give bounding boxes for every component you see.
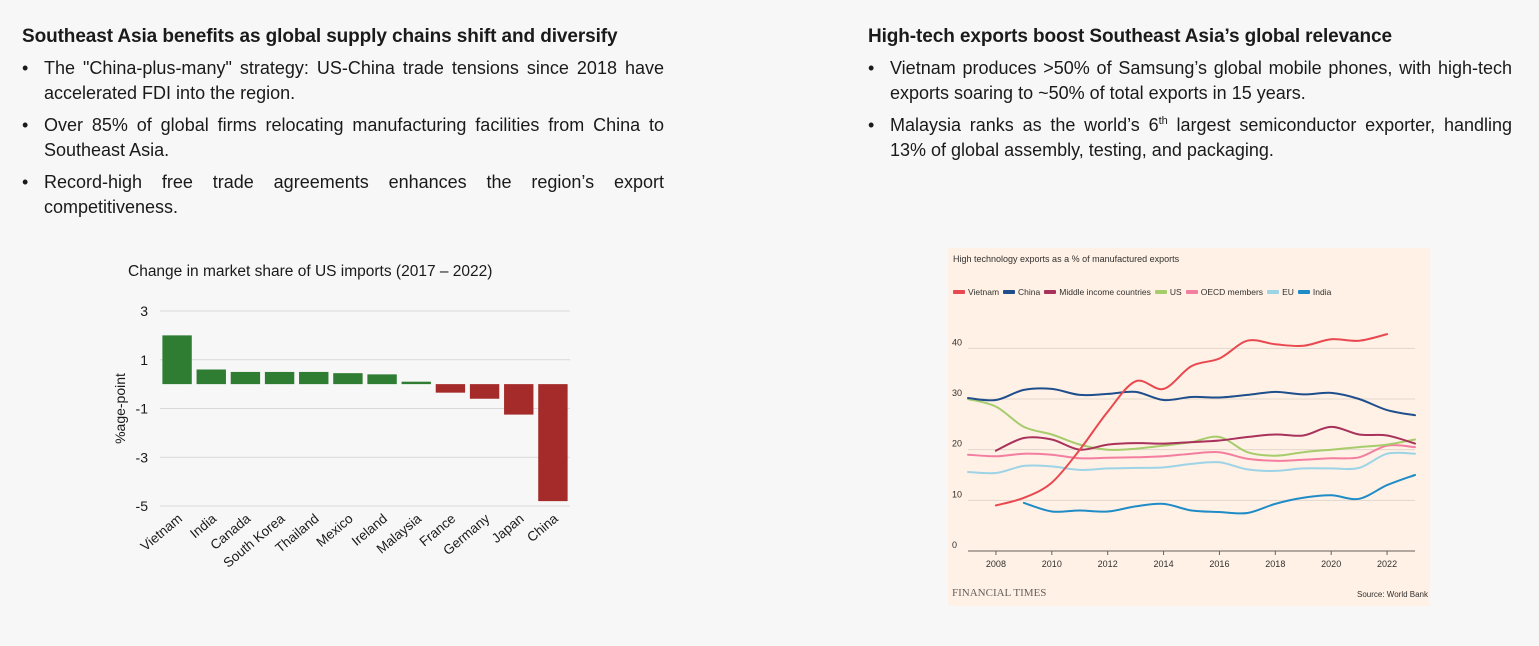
legend-label: OECD members	[1200, 287, 1264, 297]
x-tick-label: 2022	[1377, 559, 1397, 569]
bar	[538, 384, 568, 502]
legend-item: Middle income countries	[1044, 287, 1151, 297]
y-tick-label: 20	[952, 439, 962, 449]
left-text-column: Southeast Asia benefits as global supply…	[22, 26, 664, 227]
right-text-column: High-tech exports boost Southeast Asia’s…	[868, 26, 1512, 170]
ft-chart-legend: Vietnam China Middle income countries US OEC…	[953, 287, 1335, 297]
x-tick-label: 2014	[1154, 559, 1174, 569]
x-tick-label: 2008	[986, 559, 1006, 569]
y-axis-label: %age-point	[112, 373, 128, 444]
series-line-eu	[967, 451, 1416, 475]
right-heading: High-tech exports boost Southeast Asia’s…	[868, 26, 1392, 47]
left-bullet-list: • The "China-plus-many" strategy: US-Chin…	[22, 56, 664, 220]
bullet-icon: •	[22, 115, 29, 135]
legend-item: EU	[1267, 287, 1294, 297]
y-tick-label: 10	[952, 489, 962, 499]
series-line-oecd-members	[967, 444, 1416, 462]
legend-label: China	[1018, 287, 1041, 297]
right-bullet-list: • Vietnam produces >50% of Samsung’s glob…	[868, 56, 1512, 163]
x-tick-label: 2020	[1321, 559, 1341, 569]
legend-item: Vietnam	[953, 287, 999, 297]
us-import-share-bar-chart: Change in market share of US imports (20…	[112, 263, 570, 571]
y-tick-label: 30	[952, 388, 962, 398]
x-tick-label: 2018	[1265, 559, 1285, 569]
y-tick-label: 1	[140, 352, 148, 368]
bar	[401, 381, 431, 385]
x-tick-label: China	[524, 510, 561, 544]
legend-label: India	[1312, 287, 1332, 297]
y-tick-label: 0	[952, 540, 957, 550]
legend-swatch	[1297, 290, 1310, 294]
bar	[367, 374, 397, 385]
y-tick-label: -3	[136, 449, 149, 465]
legend-label: Vietnam	[968, 287, 1000, 297]
x-tick-label: Japan	[489, 511, 527, 546]
legend-swatch	[1003, 290, 1016, 294]
legend-swatch	[1267, 290, 1280, 294]
list-item: • Record-high free trade agreements enhan…	[22, 172, 664, 217]
bullet-icon: •	[22, 58, 29, 78]
legend-swatch	[953, 290, 965, 294]
bullet-icon: •	[868, 58, 875, 78]
left-heading: Southeast Asia benefits as global supply…	[22, 26, 618, 47]
legend-item: OECD members	[1185, 287, 1264, 297]
legend-label: EU	[1282, 287, 1294, 297]
x-tick-label: 2012	[1098, 559, 1118, 569]
series-line-middle-income-countries	[994, 425, 1416, 452]
legend-label: US	[1169, 287, 1182, 297]
bar	[162, 335, 192, 385]
list-item: • Over 85% of global firms relocating man…	[22, 115, 664, 160]
high-tech-exports-line-chart: 0 10 20 30 40 2008 2010 2012 2014 2016 2018 2020 202…	[952, 333, 1416, 569]
series-line-vietnam	[994, 333, 1389, 507]
legend-item: US	[1154, 287, 1182, 297]
bar	[230, 371, 261, 385]
ft-brand-logo: FINANCIAL TIMES	[952, 587, 1047, 599]
bar	[299, 371, 329, 385]
legend-swatch	[1185, 290, 1198, 294]
bar	[264, 371, 295, 385]
legend-label: Middle income countries	[1059, 287, 1151, 297]
bar	[504, 384, 534, 415]
legend-item: China	[1003, 287, 1040, 297]
list-item: • Malaysia ranks as the world’s 6th large…	[868, 115, 1513, 160]
bar	[435, 384, 466, 393]
x-tick-label: Vietnam	[138, 511, 185, 554]
x-tick-label: Mexico	[313, 511, 355, 550]
y-tick-label: 40	[952, 337, 962, 347]
ft-chart-source: Source: World Bank	[1357, 590, 1428, 599]
y-tick-label: -1	[136, 401, 149, 417]
series-line-india	[1022, 474, 1416, 515]
y-tick-label: -5	[136, 498, 149, 514]
x-tick-label: 2016	[1209, 559, 1229, 569]
series-line-china	[967, 387, 1416, 417]
x-tick-label: 2010	[1042, 559, 1062, 569]
ft-chart-title: High technology exports as a % of manufa…	[953, 254, 1180, 264]
list-item: • Vietnam produces >50% of Samsung’s glob…	[868, 58, 1512, 103]
bar	[333, 373, 363, 385]
legend-swatch	[1044, 290, 1057, 294]
bullet-icon: •	[868, 115, 875, 135]
bar-chart-title: Change in market share of US imports (20…	[128, 263, 492, 280]
series-line-us	[967, 398, 1416, 457]
list-item: • The "China-plus-many" strategy: US-Chin…	[22, 58, 664, 103]
bar	[469, 384, 500, 399]
legend-swatch	[1154, 290, 1167, 294]
ft-chart-panel: 0 10 20 30 40 2008 2010 2012 2014 2016 2018 2020 202…	[948, 248, 1430, 606]
legend-item: India	[1297, 287, 1332, 297]
bar	[196, 369, 226, 385]
bullet-icon: •	[22, 172, 29, 192]
y-tick-label: 3	[140, 303, 148, 319]
